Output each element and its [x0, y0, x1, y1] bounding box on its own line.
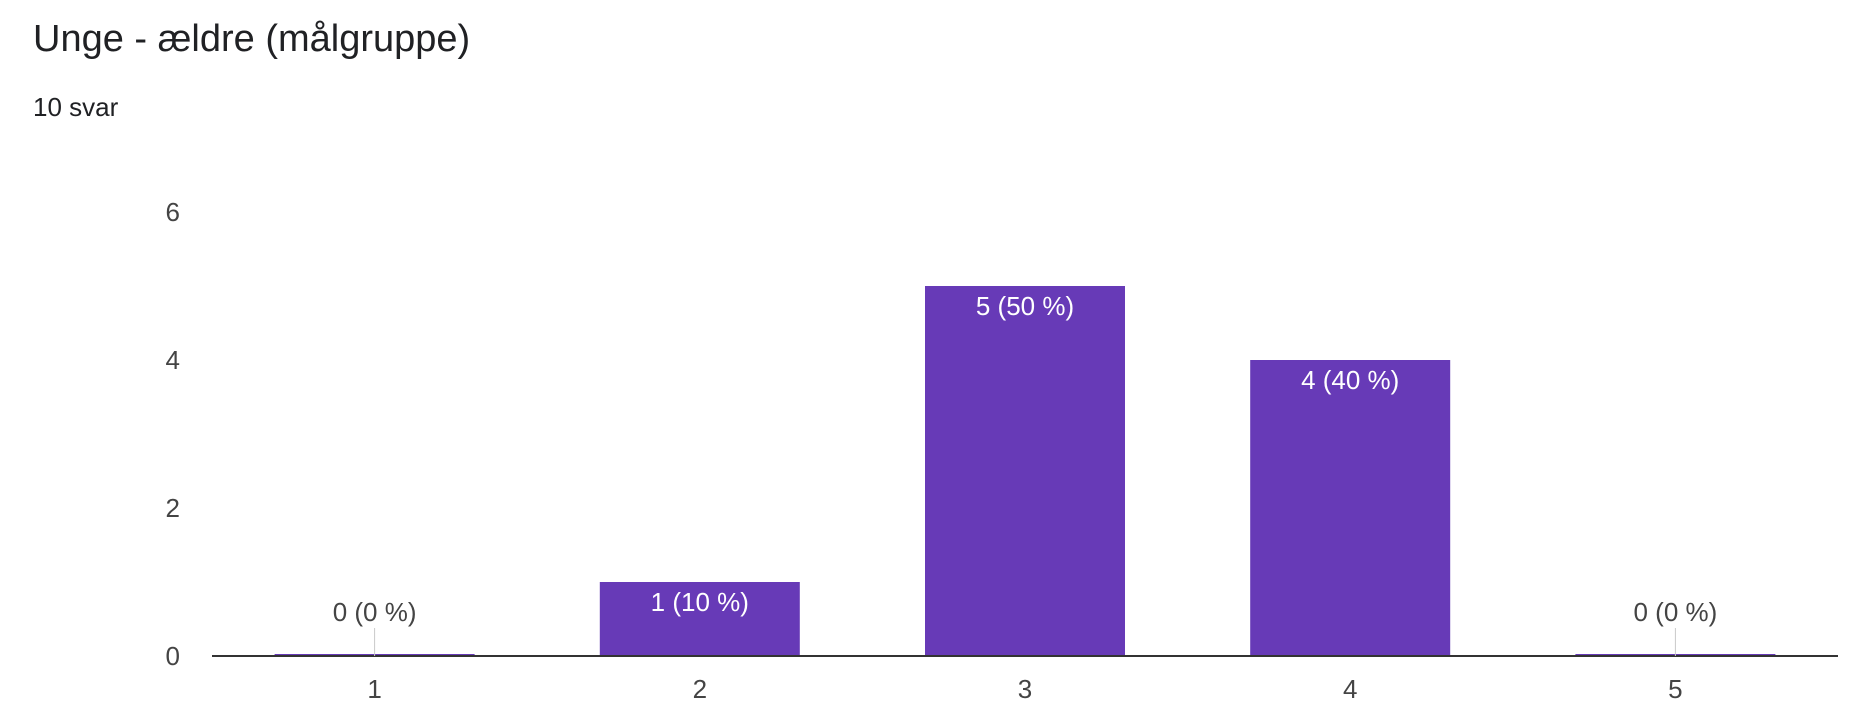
x-tick-label: 3 [1018, 674, 1032, 704]
y-tick-label: 6 [166, 197, 180, 227]
y-axis-ticks: 0 2 4 6 [166, 197, 180, 671]
x-tick-label: 5 [1668, 674, 1682, 704]
data-label: 4 (40 %) [1301, 365, 1399, 395]
y-tick-label: 4 [166, 345, 180, 375]
response-count: 10 svar [33, 92, 119, 122]
bar [925, 286, 1125, 656]
bar [599, 582, 800, 656]
y-tick-label: 2 [166, 493, 180, 523]
data-label: 0 (0 %) [333, 597, 417, 627]
y-tick-label: 0 [166, 641, 180, 671]
x-tick-label: 4 [1343, 674, 1357, 704]
x-tick-label: 2 [693, 674, 707, 704]
data-label: 0 (0 %) [1633, 597, 1717, 627]
bars [274, 286, 1776, 656]
bar [1250, 360, 1451, 656]
x-tick-label: 1 [367, 674, 381, 704]
data-labels: 0 (0 %) 1 (10 %) 5 (50 %) 4 (40 %) 0 (0 %) [333, 291, 1717, 656]
x-axis-ticks: 1 2 3 4 5 [367, 674, 1682, 704]
chart-title: Unge - ældre (målgruppe) [33, 18, 471, 60]
data-label: 5 (50 %) [976, 291, 1074, 321]
data-label: 1 (10 %) [651, 587, 749, 617]
